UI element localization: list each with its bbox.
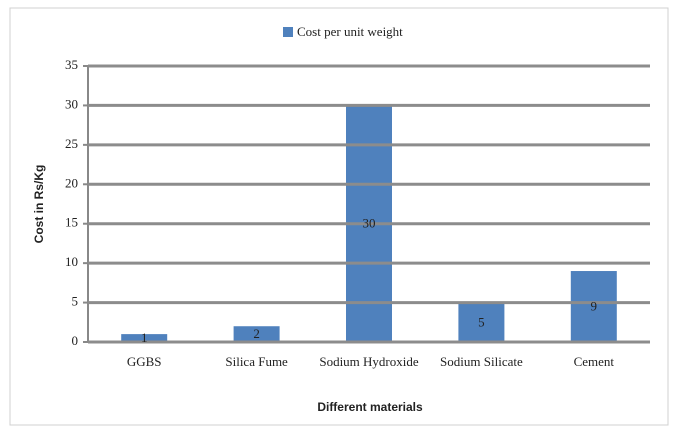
bar (233, 326, 280, 342)
y-tick-label: 25 (65, 136, 78, 151)
y-tick-label: 15 (65, 215, 78, 230)
x-axis-title: Different materials (317, 400, 423, 414)
data-label: 5 (478, 314, 485, 329)
data-label: 2 (253, 326, 260, 341)
x-tick-label: Sodium Hydroxide (319, 354, 419, 369)
x-tick-label: Cement (574, 354, 615, 369)
data-label: 1 (141, 330, 148, 345)
x-tick-label: Silica Fume (225, 354, 288, 369)
y-tick-label: 35 (65, 57, 78, 72)
bar (121, 334, 168, 342)
bar (570, 271, 617, 342)
y-tick-label: 5 (72, 294, 79, 309)
y-axis-title: Cost in Rs/Kg (32, 165, 46, 244)
data-label: 30 (363, 216, 376, 231)
x-tick-label: Sodium Silicate (440, 354, 523, 369)
legend-label: Cost per unit weight (297, 24, 403, 39)
y-tick-label: 20 (65, 175, 78, 190)
y-tick-label: 0 (72, 333, 79, 348)
bar (458, 302, 505, 342)
x-tick-label: GGBS (127, 354, 162, 369)
chart-border (9, 7, 669, 426)
y-tick-label: 10 (65, 254, 78, 269)
legend-swatch (283, 27, 293, 37)
data-label: 9 (591, 298, 598, 313)
y-tick-label: 30 (65, 96, 78, 111)
